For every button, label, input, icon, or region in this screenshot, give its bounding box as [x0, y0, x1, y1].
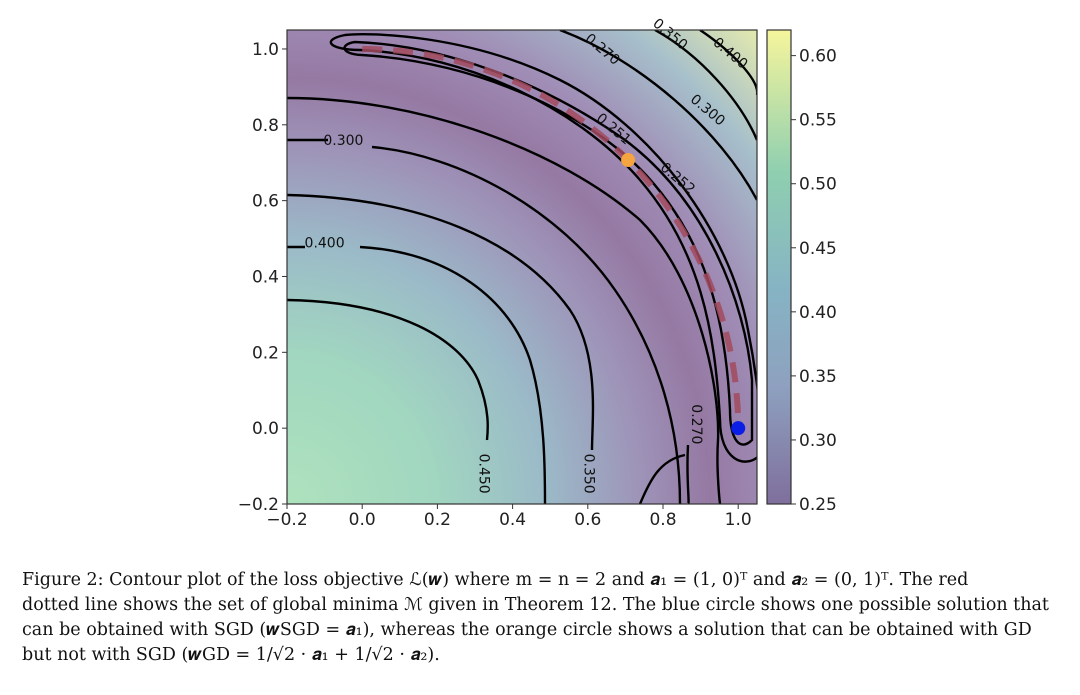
y-tick-label-4: 0.6 [252, 192, 279, 212]
colorbar [766, 29, 792, 505]
contour-line-0.251 [343, 40, 754, 446]
plot-frame [286, 29, 758, 505]
contour-line-0.300-left [287, 138, 682, 504]
colorbar-tick-label-3: 0.40 [799, 303, 837, 323]
caption-line-4: but not with SGD (𝒘GD = 1/√2 · 𝒂₁ + 1/√2… [22, 645, 440, 665]
y-axis-ticks: −0.2 0.0 0.2 0.4 0.6 0.8 1.0 [238, 40, 287, 515]
contour-line-0.350 [287, 193, 595, 451]
colorbar-tick-label-7: 0.60 [799, 47, 837, 67]
contour-label-9: 0.450 [475, 454, 491, 494]
y-tick-label-6: 1.0 [252, 40, 279, 60]
colorbar-ticks: 0.25 0.30 0.35 0.40 0.45 0.50 0.55 0.60 [791, 47, 837, 515]
colorbar-tick-label-1: 0.30 [799, 431, 837, 451]
solution-points [621, 153, 746, 436]
gd-solution-point [621, 153, 636, 168]
x-tick-label-0: −0.2 [266, 510, 307, 530]
x-tick-label-6: 1.0 [725, 510, 752, 530]
contour-label-8: 0.270 [688, 404, 704, 444]
contour-line-0.450 [287, 298, 489, 441]
figure-caption: Figure 2: Contour plot of the loss objec… [22, 568, 1062, 668]
x-tick-label-2: 0.2 [424, 510, 451, 530]
colorbar-tick-label-0: 0.25 [799, 495, 837, 515]
contour-label-7: 0.400 [305, 235, 345, 251]
y-tick-label-1: 0.0 [252, 419, 279, 439]
contour-line-0.350-upper [654, 30, 757, 141]
colorbar-tick-label-2: 0.35 [799, 367, 837, 387]
colorbar-tick-label-4: 0.45 [799, 239, 837, 259]
x-tick-label-3: 0.4 [499, 510, 526, 530]
colorbar-tick-label-6: 0.55 [799, 111, 837, 131]
x-axis-ticks: −0.2 0.0 0.2 0.4 0.6 0.8 1.0 [266, 504, 752, 530]
plot-area [287, 30, 757, 504]
caption-line-3: can be obtained with SGD (𝒘SGD = 𝒂₁), wh… [22, 620, 1032, 640]
contour-line-0.270-outer [287, 96, 722, 504]
contour-label-6: 0.300 [323, 133, 363, 149]
caption-line-2: dotted line shows the set of global mini… [22, 595, 1049, 615]
x-tick-label-4: 0.6 [574, 510, 601, 530]
sgd-solution-point [731, 421, 746, 436]
contour-line-0.252 [329, 32, 757, 463]
y-tick-label-0: −0.2 [238, 495, 279, 515]
x-tick-label-1: 0.0 [349, 510, 376, 530]
caption-line-1: Figure 2: Contour plot of the loss objec… [22, 570, 969, 590]
contour-label-10: 0.350 [581, 454, 597, 494]
y-tick-label-2: 0.2 [252, 343, 279, 363]
x-tick-label-5: 0.8 [649, 510, 676, 530]
contour-lines [287, 30, 757, 504]
y-tick-label-5: 0.8 [252, 116, 279, 136]
contour-line-0.300-right [559, 30, 757, 201]
contour-line-0.270-lower [638, 444, 690, 504]
colorbar-tick-label-5: 0.50 [799, 175, 837, 195]
y-tick-label-3: 0.4 [252, 267, 279, 287]
contour-line-0.400 [287, 245, 547, 504]
